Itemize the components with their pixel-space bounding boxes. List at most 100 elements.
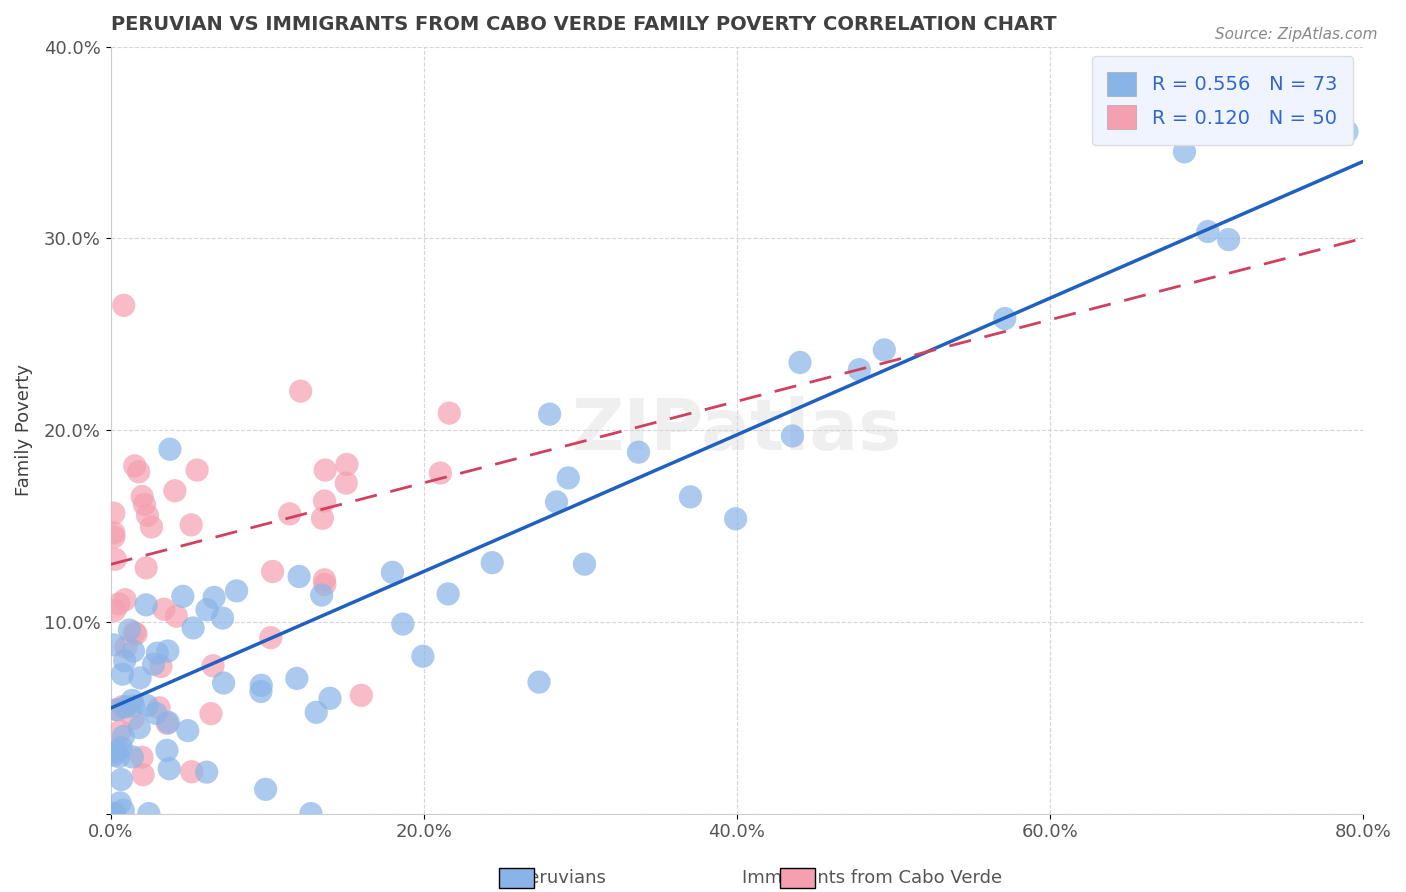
Point	[122, 644, 145, 658]
Point	[1173, 145, 1195, 159]
Point	[439, 406, 461, 420]
Point	[290, 384, 312, 398]
Point	[574, 557, 596, 571]
Point	[202, 658, 225, 673]
Point	[311, 511, 333, 525]
Point	[110, 772, 132, 787]
Point	[299, 806, 322, 821]
Point	[141, 520, 163, 534]
Point	[180, 517, 202, 532]
Point	[1218, 233, 1240, 247]
Point	[335, 476, 357, 491]
Point	[437, 587, 460, 601]
Point	[103, 638, 125, 652]
Point	[195, 765, 218, 780]
Point	[114, 592, 136, 607]
Point	[124, 625, 146, 640]
Point	[132, 767, 155, 781]
Point	[157, 762, 180, 776]
Point	[314, 463, 336, 477]
Text: Source: ZipAtlas.com: Source: ZipAtlas.com	[1215, 27, 1378, 42]
Point	[122, 711, 145, 725]
Point	[135, 561, 157, 575]
Point	[107, 597, 129, 611]
Point	[112, 298, 135, 312]
Point	[156, 743, 179, 757]
Point	[103, 806, 125, 821]
Point	[118, 623, 141, 637]
Point	[135, 598, 157, 612]
Point	[159, 442, 181, 457]
Point	[111, 667, 134, 681]
Point	[177, 723, 200, 738]
Point	[412, 649, 434, 664]
Point	[128, 721, 150, 735]
Point	[111, 699, 134, 714]
Point	[288, 569, 311, 583]
Point	[108, 749, 131, 764]
Point	[314, 573, 336, 587]
Point	[350, 689, 373, 703]
Point	[262, 565, 284, 579]
Point	[128, 465, 150, 479]
Point	[538, 407, 561, 421]
Point	[202, 591, 225, 605]
Point	[285, 672, 308, 686]
Point	[250, 678, 273, 692]
Point	[108, 724, 131, 739]
Point	[1336, 125, 1358, 139]
Point	[103, 747, 125, 762]
Point	[105, 703, 128, 717]
Point	[148, 701, 170, 715]
Point	[103, 603, 125, 617]
Point	[994, 311, 1017, 326]
Point	[212, 676, 235, 690]
Y-axis label: Family Poverty: Family Poverty	[15, 364, 32, 496]
Point	[1197, 225, 1219, 239]
Point	[153, 602, 176, 616]
Point	[314, 577, 336, 591]
Point	[724, 512, 747, 526]
Point	[278, 507, 301, 521]
Point	[103, 806, 125, 821]
Point	[195, 603, 218, 617]
Point	[627, 445, 650, 459]
Text: Peruvians: Peruvians	[519, 869, 606, 887]
Point	[381, 566, 404, 580]
Text: ZIPatlas: ZIPatlas	[572, 396, 901, 465]
Point	[121, 750, 143, 764]
Point	[110, 740, 132, 755]
Point	[200, 706, 222, 721]
Point	[134, 498, 156, 512]
Point	[145, 706, 167, 721]
Point	[782, 429, 804, 443]
Point	[149, 659, 172, 673]
Point	[122, 699, 145, 714]
Point	[142, 657, 165, 672]
Point	[392, 617, 415, 632]
Point	[848, 362, 870, 376]
Point	[131, 490, 153, 504]
Point	[114, 654, 136, 668]
Point	[112, 730, 135, 744]
Point	[157, 715, 180, 730]
Point	[131, 750, 153, 764]
Point	[112, 803, 135, 817]
Point	[527, 675, 550, 690]
Point	[146, 646, 169, 660]
Point	[254, 782, 277, 797]
Point	[180, 764, 202, 779]
Point	[129, 671, 152, 685]
Point	[557, 471, 579, 485]
Point	[115, 640, 138, 655]
Point	[225, 583, 247, 598]
Point	[121, 693, 143, 707]
Point	[211, 611, 233, 625]
Point	[336, 458, 359, 472]
Point	[260, 631, 283, 645]
Point	[314, 494, 336, 508]
Point	[172, 590, 194, 604]
Point	[311, 588, 333, 602]
Text: PERUVIAN VS IMMIGRANTS FROM CABO VERDE FAMILY POVERTY CORRELATION CHART: PERUVIAN VS IMMIGRANTS FROM CABO VERDE F…	[111, 15, 1056, 34]
Point	[250, 684, 273, 698]
